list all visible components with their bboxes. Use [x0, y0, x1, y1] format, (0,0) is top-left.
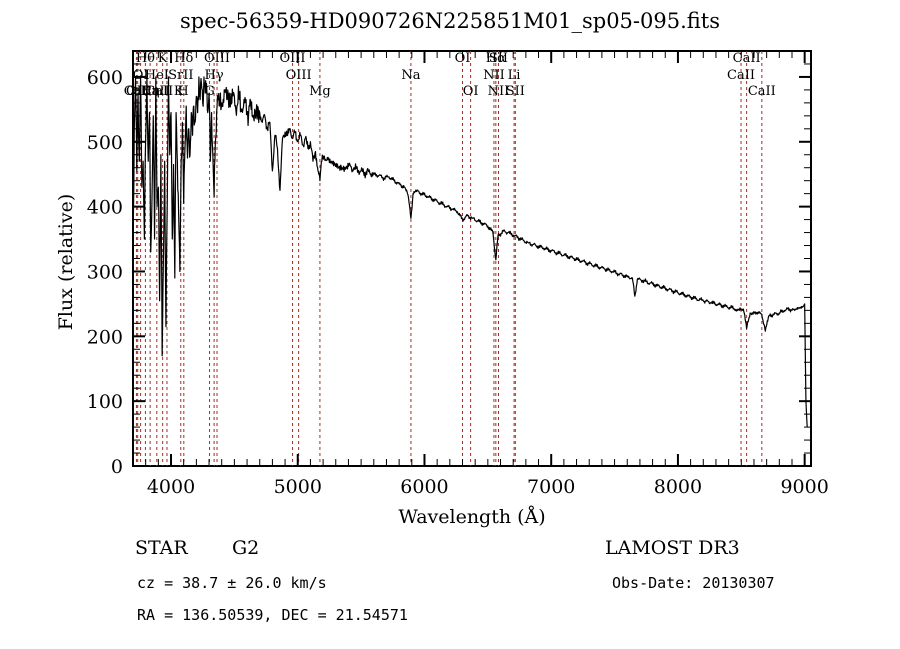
- x-axis-label: Wavelength (Å): [398, 506, 545, 528]
- line-label-nii: NII: [483, 68, 505, 83]
- y-tick-label: 200: [87, 326, 123, 348]
- line-label-caii: CaII: [727, 68, 755, 83]
- y-axis-ticks: 0 100 200 300 400 500 600: [87, 50, 811, 478]
- line-label-caii: CaII: [733, 51, 761, 66]
- line-label-h-: Hδ: [174, 51, 193, 66]
- line-label-oi: OI: [133, 68, 149, 83]
- object-type: STAR: [135, 537, 188, 559]
- line-label-srii: SrII: [168, 68, 193, 83]
- x-tick-label: 6000: [400, 476, 448, 498]
- x-tick-label: 9000: [780, 476, 828, 498]
- line-label-oi: OI: [463, 84, 479, 99]
- line-label-oiii: OIII: [286, 68, 312, 83]
- survey-name: LAMOST DR3: [605, 537, 740, 559]
- redshift-velocity: cz = 38.7 ± 26.0 km/s: [137, 574, 327, 592]
- y-tick-label: 400: [87, 197, 123, 219]
- line-label-h-: Hθ: [136, 51, 155, 66]
- spectrum-curve: [132, 76, 808, 428]
- sky-coordinates: RA = 136.50539, DEC = 21.54571: [137, 606, 408, 624]
- y-tick-label: 0: [111, 456, 123, 478]
- line-label-oi: OI: [455, 51, 471, 66]
- y-axis-label: Flux (relative): [55, 194, 77, 331]
- line-label-caii-h: CaII H: [145, 84, 188, 99]
- line-label-nii: NII: [488, 84, 510, 99]
- line-label-sii: SII: [489, 51, 508, 66]
- x-tick-label: 4000: [147, 476, 195, 498]
- x-axis-ticks: 4000 5000 6000 7000 8000 9000: [132, 51, 829, 498]
- line-label-hei: HeI: [145, 68, 169, 83]
- x-tick-label: 5000: [274, 476, 322, 498]
- x-tick-label: 7000: [527, 476, 575, 498]
- line-label-g: G: [204, 84, 214, 99]
- spectral-class: G2: [232, 537, 259, 559]
- line-label-sii: SII: [506, 84, 525, 99]
- line-label-na: Na: [401, 68, 420, 83]
- line-label-li: Li: [508, 68, 521, 83]
- line-label-oiii: OIII: [204, 51, 230, 66]
- line-label-h-: Hγ: [205, 68, 224, 83]
- axes-frame: [132, 50, 812, 467]
- y-tick-label: 600: [87, 67, 123, 89]
- x-tick-label: 8000: [654, 476, 702, 498]
- line-label-caii: CaII: [124, 84, 152, 99]
- line-label-oii: OII: [126, 84, 147, 99]
- y-tick-label: 500: [87, 132, 123, 154]
- line-label-h-: Hα: [486, 51, 506, 66]
- y-tick-label: 300: [87, 261, 123, 283]
- line-label-caii: CaII: [748, 84, 776, 99]
- spectral-line-markers: [135, 51, 763, 466]
- line-label-mg: Mg: [309, 84, 331, 99]
- observation-date: Obs-Date: 20130307: [612, 574, 775, 592]
- line-label-h-: Hη: [141, 84, 160, 99]
- line-label-k: K: [158, 51, 168, 66]
- y-tick-label: 100: [87, 391, 123, 413]
- line-label-caii-k: CaII K: [142, 84, 184, 99]
- line-label-oiii: OIII: [280, 51, 306, 66]
- page-title: spec-56359-HD090726N225851M01_sp05-095.f…: [179, 9, 720, 33]
